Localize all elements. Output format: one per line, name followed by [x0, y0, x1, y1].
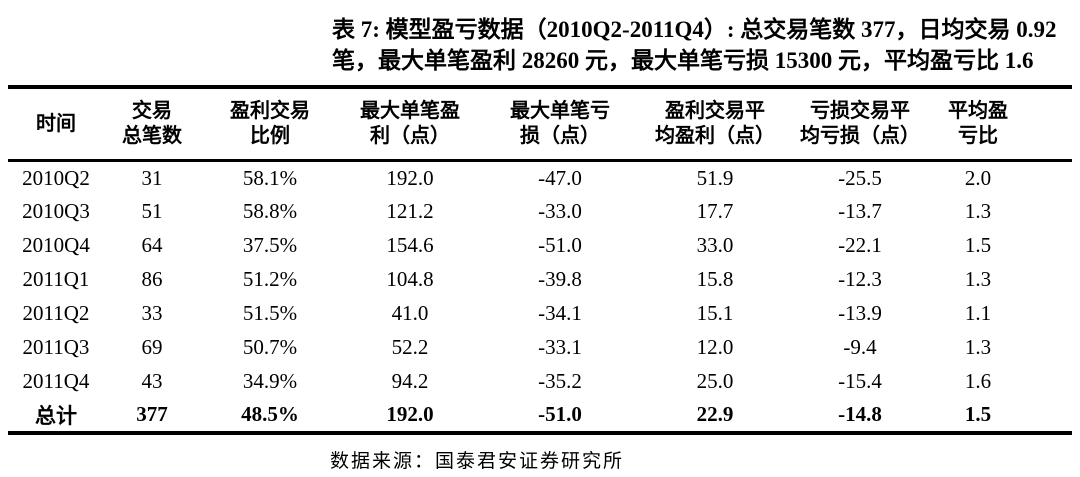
- cell-avg-loss: -25.5: [838, 165, 882, 190]
- cell-max-win: 154.6: [386, 233, 434, 257]
- table-container: 时间 交易 总笔数 盈利交易 比例 最大单笔盈 利（点） 最大单笔亏 损（点） …: [8, 85, 1072, 435]
- cell-total-trades: 43: [141, 369, 163, 393]
- cell-avg-win: 15.8: [696, 267, 734, 291]
- table-row: 2011Q4 43 34.9% 94.2 -35.2 25.0 -15.4 1.…: [8, 365, 1072, 399]
- cell-max-loss: -33.0: [538, 199, 582, 223]
- cell-max-win: 41.0: [391, 301, 429, 325]
- cell-avg-loss: -13.9: [838, 301, 882, 325]
- cell-pl-ratio: 1.3: [964, 199, 992, 223]
- cell-avg-win: 15.1: [696, 301, 734, 325]
- cell-max-loss: -35.2: [538, 369, 582, 393]
- cell-max-win: 94.2: [391, 369, 429, 393]
- cell-win-ratio: 58.1%: [242, 165, 298, 190]
- col-header-max-win: 最大单笔盈 利（点）: [360, 100, 460, 147]
- cell-time: 总计: [35, 403, 77, 428]
- cell-avg-loss: -14.8: [838, 402, 882, 426]
- cell-max-win: 104.8: [386, 267, 434, 291]
- cell-max-loss: -39.8: [538, 267, 582, 291]
- total-row: 总计 377 48.5% 192.0 -51.0 22.9 -14.8 1.5: [8, 399, 1072, 433]
- cell-avg-loss: -13.7: [838, 199, 882, 223]
- cell-win-ratio: 34.9%: [242, 369, 298, 393]
- col-header-avg-win: 盈利交易平 均盈利（点）: [655, 100, 775, 147]
- cell-avg-win: 17.7: [696, 199, 734, 223]
- col-header-pl-ratio: 平均盈 亏比: [948, 100, 1008, 147]
- cell-time: 2010Q2: [22, 165, 90, 190]
- cell-total-trades: 64: [141, 233, 163, 257]
- table-title-line2: 笔，最大单笔盈利 28260 元，最大单笔亏损 15300 元，平均盈亏比 1.…: [332, 48, 1034, 73]
- cell-avg-loss: -15.4: [838, 369, 882, 393]
- cell-time: 2011Q4: [22, 369, 90, 393]
- cell-time: 2011Q3: [22, 335, 90, 359]
- cell-avg-win: 22.9: [696, 402, 734, 426]
- cell-avg-win: 51.9: [696, 165, 734, 190]
- cell-max-loss: -33.1: [538, 335, 582, 359]
- cell-pl-ratio: 1.5: [964, 233, 992, 257]
- cell-win-ratio: 51.2%: [242, 267, 298, 291]
- cell-avg-win: 25.0: [696, 369, 734, 393]
- cell-time: 2010Q4: [22, 233, 90, 257]
- cell-win-ratio: 48.5%: [241, 402, 299, 426]
- table-title: 表 7: 模型盈亏数据（2010Q2-2011Q4）: 总交易笔数 377，日均…: [332, 14, 1080, 76]
- cell-win-ratio: 51.5%: [242, 301, 298, 325]
- cell-win-ratio: 50.7%: [242, 335, 298, 359]
- col-header-total-trades: 交易 总笔数: [122, 100, 182, 147]
- cell-win-ratio: 58.8%: [242, 199, 298, 223]
- cell-time: 2011Q2: [22, 301, 90, 325]
- col-header-avg-loss: 亏损交易平 均亏损（点）: [800, 100, 920, 147]
- col-header-time: 时间: [36, 112, 76, 135]
- col-header-max-loss: 最大单笔亏 损（点）: [510, 100, 610, 147]
- cell-pl-ratio: 1.1: [964, 301, 992, 325]
- cell-max-loss: -34.1: [538, 301, 582, 325]
- cell-total-trades: 377: [136, 402, 168, 426]
- cell-total-trades: 51: [141, 199, 163, 223]
- cell-pl-ratio: 2.0: [964, 165, 992, 190]
- cell-time: 2011Q1: [22, 267, 90, 291]
- cell-avg-loss: -12.3: [838, 267, 882, 291]
- table-row: 2010Q3 51 58.8% 121.2 -33.0 17.7 -13.7 1…: [8, 195, 1072, 229]
- cell-max-loss: -47.0: [538, 165, 582, 190]
- cell-total-trades: 86: [141, 267, 163, 291]
- cell-avg-loss: -22.1: [838, 233, 882, 257]
- cell-pl-ratio: 1.3: [964, 267, 992, 291]
- cell-max-win: 192.0: [386, 165, 434, 190]
- cell-total-trades: 31: [141, 165, 163, 190]
- cell-max-win: 121.2: [386, 199, 434, 223]
- cell-win-ratio: 37.5%: [242, 233, 298, 257]
- cell-pl-ratio: 1.5: [964, 402, 992, 426]
- table-row: 2011Q2 33 51.5% 41.0 -34.1 15.1 -13.9 1.…: [8, 297, 1072, 331]
- header-row: 时间 交易 总笔数 盈利交易 比例 最大单笔盈 利（点） 最大单笔亏 损（点） …: [8, 87, 1072, 161]
- cell-max-loss: -51.0: [538, 233, 582, 257]
- profit-loss-table: 时间 交易 总笔数 盈利交易 比例 最大单笔盈 利（点） 最大单笔亏 损（点） …: [8, 85, 1072, 435]
- cell-max-loss: -51.0: [538, 402, 582, 426]
- cell-max-win: 192.0: [386, 402, 434, 426]
- table-row: 2010Q2 31 58.1% 192.0 -47.0 51.9 -25.5 2…: [8, 161, 1072, 195]
- cell-pl-ratio: 1.6: [964, 369, 992, 393]
- cell-time: 2010Q3: [22, 199, 90, 223]
- cell-pl-ratio: 1.3: [964, 335, 992, 359]
- cell-avg-win: 12.0: [696, 335, 734, 359]
- cell-total-trades: 69: [141, 335, 163, 359]
- table-row: 2011Q1 86 51.2% 104.8 -39.8 15.8 -12.3 1…: [8, 263, 1072, 297]
- table-title-line1: 表 7: 模型盈亏数据（2010Q2-2011Q4）: 总交易笔数 377，日均…: [332, 17, 1057, 42]
- cell-total-trades: 33: [141, 301, 163, 325]
- cell-avg-loss: -9.4: [843, 335, 877, 359]
- data-source: 数据来源：国泰君安证券研究所: [330, 451, 625, 472]
- table-row: 2010Q4 64 37.5% 154.6 -51.0 33.0 -22.1 1…: [8, 229, 1072, 263]
- cell-avg-win: 33.0: [696, 233, 734, 257]
- table-row: 2011Q3 69 50.7% 52.2 -33.1 12.0 -9.4 1.3: [8, 331, 1072, 365]
- cell-max-win: 52.2: [391, 335, 429, 359]
- col-header-win-ratio: 盈利交易 比例: [230, 100, 310, 147]
